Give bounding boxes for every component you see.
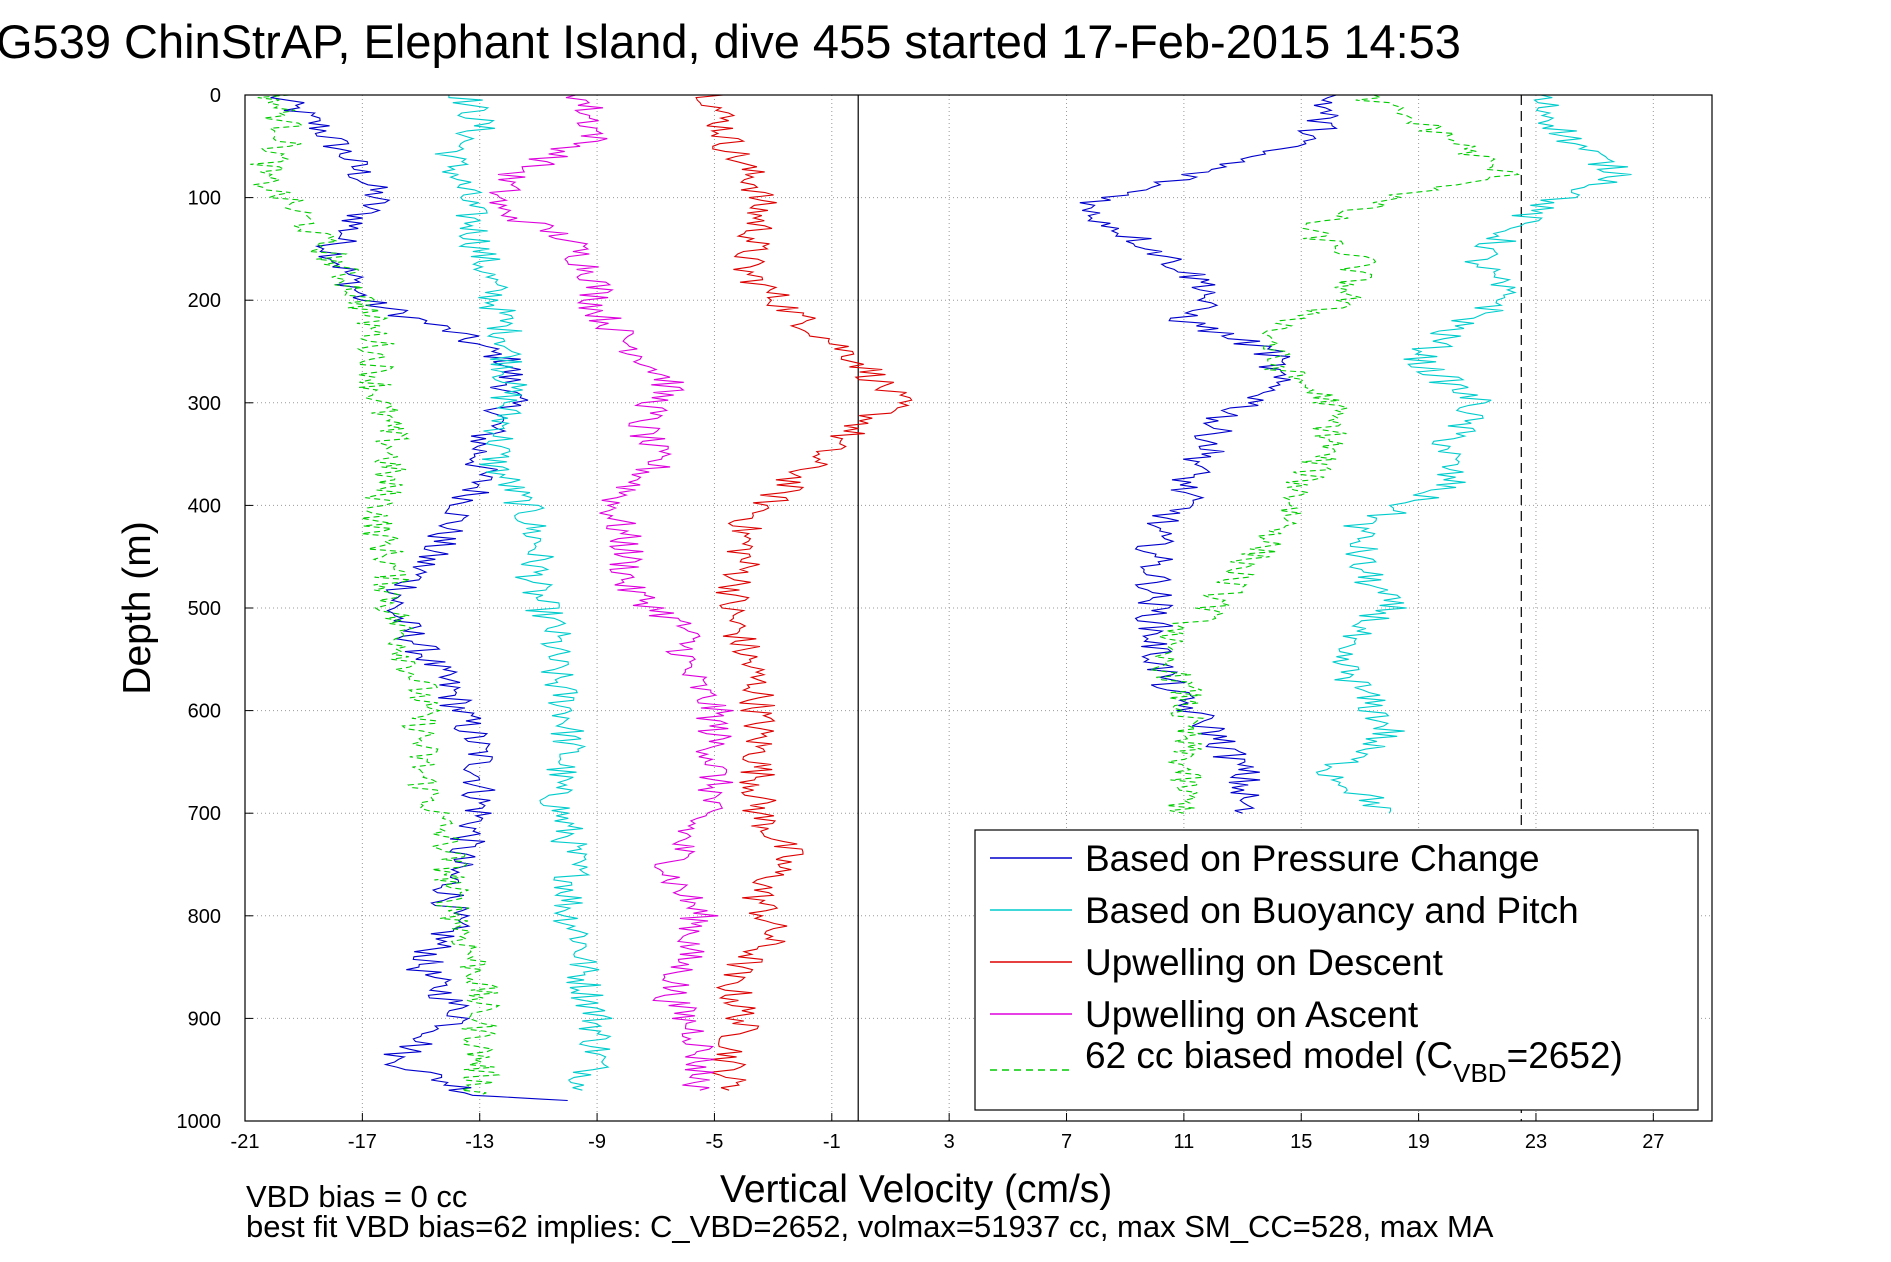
series-line-1: [434, 95, 613, 1091]
x-tick-label: 11: [1173, 1131, 1194, 1153]
series-line-4: [250, 94, 501, 1096]
series-line-3: [489, 94, 734, 1091]
y-tick-label: 800: [188, 906, 221, 928]
legend-model-prefix: 62 cc biased model (C: [1085, 1035, 1453, 1076]
legend-label-descent: Upwelling on Descent: [1085, 942, 1444, 983]
x-tick-label: 7: [1061, 1131, 1072, 1153]
legend-label-ascent: Upwelling on Ascent: [1085, 994, 1419, 1035]
series-line-0: [270, 94, 568, 1102]
x-tick-label: -13: [465, 1131, 494, 1153]
y-tick-label: 200: [188, 290, 221, 312]
y-tick-label: 400: [188, 495, 221, 517]
series-line-2: [695, 94, 913, 1091]
y-ticks: 0 100 200 300 400 500 600 700 800 900 1000: [177, 85, 253, 1133]
x-tick-label: -9: [588, 1131, 606, 1153]
x-tick-label: 15: [1290, 1131, 1312, 1153]
y-tick-label: 500: [188, 598, 221, 620]
y-tick-label: 0: [210, 85, 221, 107]
vbd-bias-note: VBD bias = 0 cc: [246, 1179, 467, 1214]
x-tick-label: 27: [1642, 1131, 1664, 1153]
x-tick-label: 3: [944, 1131, 955, 1153]
series-line-5: [1079, 94, 1339, 814]
y-tick-label: 700: [188, 803, 221, 825]
legend-model-sub: VBD: [1453, 1058, 1506, 1088]
y-tick-label: 100: [188, 188, 221, 210]
x-tick-label: -21: [231, 1131, 260, 1153]
chart-title: G539 ChinStrAP, Elephant Island, dive 45…: [0, 15, 1461, 68]
legend-model-suffix: =2652): [1507, 1035, 1623, 1076]
y-axis-label: Depth (m): [116, 521, 159, 694]
x-ticks: -21 -17 -13 -9 -5 -1 3 7 11 15 19 23 27: [231, 1113, 1664, 1153]
y-tick-label: 300: [188, 393, 221, 415]
x-tick-label: 23: [1525, 1131, 1547, 1153]
series-line-7: [1150, 94, 1520, 814]
legend-label-buoyancy: Based on Buoyancy and Pitch: [1085, 890, 1579, 931]
y-tick-label: 900: [188, 1008, 221, 1030]
best-fit-note: best fit VBD bias=62 implies: C_VBD=2652…: [246, 1209, 1494, 1244]
series-lines: [250, 94, 1632, 1102]
x-tick-label: -1: [823, 1131, 841, 1153]
y-tick-label: 1000: [177, 1111, 222, 1133]
legend: Based on Pressure Change Based on Buoyan…: [974, 829, 1699, 1111]
series-line-6: [1315, 94, 1632, 814]
x-tick-label: -5: [706, 1131, 724, 1153]
legend-box: [974, 829, 1699, 1111]
x-tick-label: 19: [1407, 1131, 1429, 1153]
legend-label-pressure: Based on Pressure Change: [1085, 838, 1540, 879]
legend-label-model: 62 cc biased model (CVBD=2652): [1085, 1035, 1623, 1088]
x-axis-label: Vertical Velocity (cm/s): [720, 1168, 1112, 1211]
x-tick-label: -17: [348, 1131, 377, 1153]
y-tick-label: 600: [188, 701, 221, 723]
